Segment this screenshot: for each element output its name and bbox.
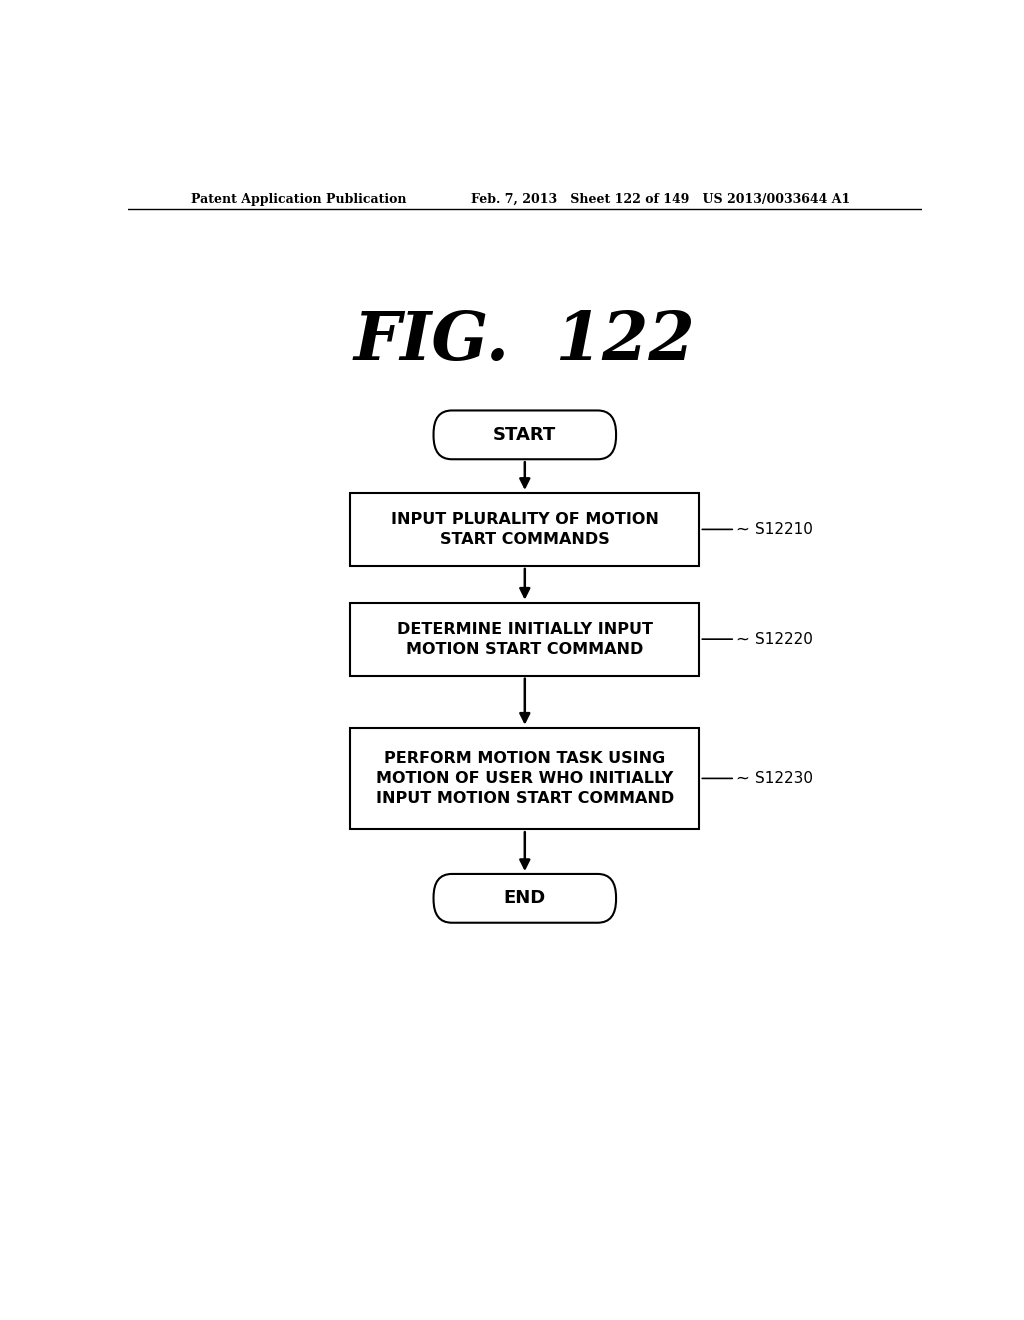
Text: START: START	[494, 426, 556, 444]
FancyBboxPatch shape	[433, 874, 616, 923]
Text: INPUT PLURALITY OF MOTION
START COMMANDS: INPUT PLURALITY OF MOTION START COMMANDS	[391, 512, 658, 546]
Text: S12220: S12220	[755, 632, 813, 647]
Text: S12210: S12210	[755, 521, 813, 537]
Text: DETERMINE INITIALLY INPUT
MOTION START COMMAND: DETERMINE INITIALLY INPUT MOTION START C…	[396, 622, 653, 656]
Text: ~: ~	[735, 520, 750, 539]
FancyBboxPatch shape	[350, 602, 699, 676]
Text: END: END	[504, 890, 546, 907]
FancyBboxPatch shape	[433, 411, 616, 459]
FancyBboxPatch shape	[350, 727, 699, 829]
Text: FIG.  122: FIG. 122	[354, 309, 695, 374]
Text: S12230: S12230	[755, 771, 813, 785]
Text: Feb. 7, 2013   Sheet 122 of 149   US 2013/0033644 A1: Feb. 7, 2013 Sheet 122 of 149 US 2013/00…	[471, 193, 850, 206]
Text: Patent Application Publication: Patent Application Publication	[191, 193, 407, 206]
Text: PERFORM MOTION TASK USING
MOTION OF USER WHO INITIALLY
INPUT MOTION START COMMAN: PERFORM MOTION TASK USING MOTION OF USER…	[376, 751, 674, 805]
Text: ~: ~	[735, 630, 750, 648]
FancyBboxPatch shape	[350, 492, 699, 566]
Text: ~: ~	[735, 770, 750, 788]
